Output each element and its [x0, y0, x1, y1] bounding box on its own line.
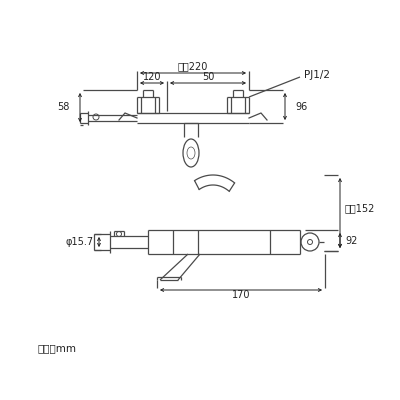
Text: 単位：mm: 単位：mm — [38, 343, 77, 353]
Text: 最大152: 最大152 — [345, 203, 375, 213]
Text: 96: 96 — [295, 102, 307, 112]
Text: PJ1/2: PJ1/2 — [304, 70, 330, 80]
Text: 58: 58 — [58, 102, 70, 112]
Text: 最大220: 最大220 — [178, 61, 208, 71]
Text: 92: 92 — [345, 236, 357, 246]
Text: 170: 170 — [232, 290, 250, 300]
Text: φ15.7: φ15.7 — [66, 237, 94, 247]
Text: 50: 50 — [202, 72, 214, 82]
Text: 120: 120 — [143, 72, 161, 82]
